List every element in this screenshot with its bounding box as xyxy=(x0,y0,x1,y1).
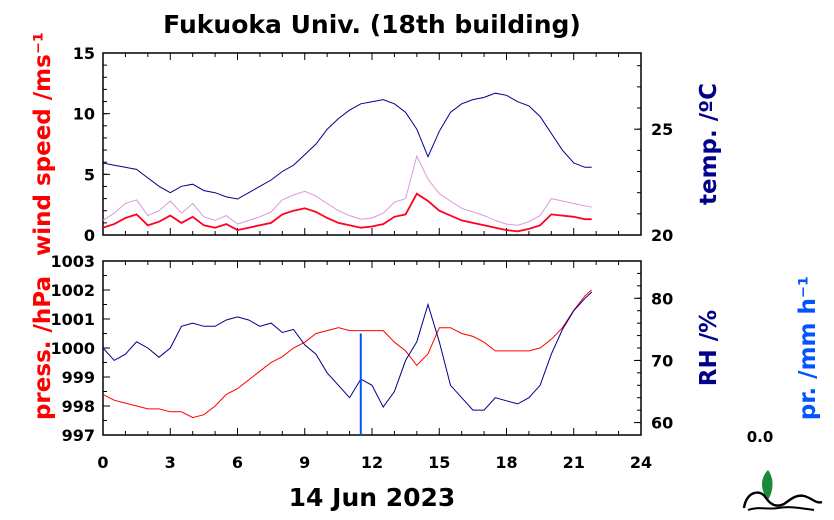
logo-swoosh-icon xyxy=(742,491,823,509)
temperature-line xyxy=(103,92,592,200)
bottom-left-tick-label: 1000 xyxy=(50,339,95,358)
top-ylabel-left: wind speed /ms⁻¹ xyxy=(30,32,56,256)
wind-gust-line xyxy=(103,154,592,226)
top-frame xyxy=(102,52,642,236)
bottom-left-tick-label: 1001 xyxy=(50,310,95,329)
logo-swoosh2-icon xyxy=(747,506,815,511)
rain-value: 0.0 xyxy=(747,428,774,446)
bottom-left-tick-label: 1003 xyxy=(50,252,95,271)
x-tick-label: 15 xyxy=(428,453,450,472)
bottom-frame xyxy=(102,260,642,436)
top-left-tick-label: 15 xyxy=(73,44,95,63)
bottom-right-tick-label: 70 xyxy=(651,351,673,370)
x-tick-label: 0 xyxy=(97,453,108,472)
bottom-left-tick-label: 999 xyxy=(62,368,95,387)
logo xyxy=(742,470,823,511)
top-ylabel-right: temp. /ºC xyxy=(696,83,722,205)
top-left-tick-label: 0 xyxy=(84,226,95,245)
x-tick-label: 9 xyxy=(299,453,310,472)
top-left-tick-label: 5 xyxy=(84,165,95,184)
bottom-left-tick-label: 1002 xyxy=(50,281,95,300)
logo-leaf-icon xyxy=(762,470,773,500)
humidity-line xyxy=(103,291,593,411)
bottom-left-tick-label: 997 xyxy=(62,426,95,445)
x-tick-label: 12 xyxy=(361,453,383,472)
date-label: 14 Jun 2023 xyxy=(289,483,456,512)
top-right-tick-label: 20 xyxy=(651,226,673,245)
top-left-tick-label: 10 xyxy=(73,105,95,124)
top-right-tick-label: 25 xyxy=(651,120,673,139)
bottom-ylabel-right: RH /% xyxy=(696,310,722,386)
bottom-panel: 0 3 6 9 12 15 18 21 24 997 998 999 1000 1001 1002 1003 6… xyxy=(30,252,821,472)
x-tick-label: 18 xyxy=(495,453,517,472)
x-tick-label: 24 xyxy=(630,453,652,472)
bottom-right-tick-label: 60 xyxy=(651,414,673,433)
x-tick-label: 21 xyxy=(563,453,585,472)
top-panel: 0 5 10 15 20 25 wind speed /ms⁻¹ temp. /ºC xyxy=(30,32,722,256)
wind-speed-line xyxy=(103,192,592,233)
pressure-line xyxy=(103,289,593,419)
x-tick-label: 6 xyxy=(232,453,243,472)
chart-title: Fukuoka Univ. (18th building) xyxy=(163,10,581,39)
bottom-left-tick-label: 998 xyxy=(62,397,95,416)
bottom-ylabel-left: press. /hPa xyxy=(30,276,56,420)
bottom-right-tick-label: 80 xyxy=(651,289,673,308)
x-tick-label: 3 xyxy=(165,453,176,472)
rain-axis-label: pr. /mm h⁻¹ xyxy=(795,276,821,420)
